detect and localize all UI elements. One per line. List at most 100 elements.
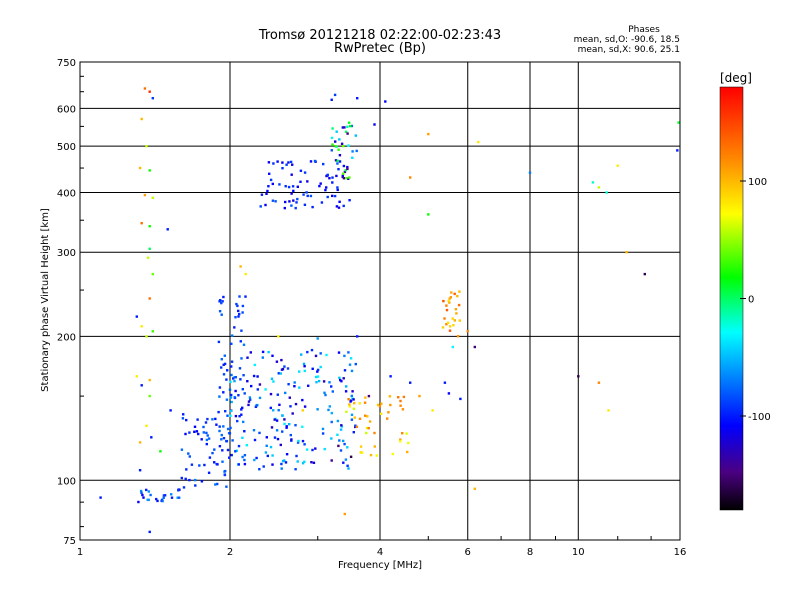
data-point xyxy=(207,437,211,440)
data-point xyxy=(459,397,462,401)
data-point xyxy=(452,324,455,327)
data-point xyxy=(151,272,154,276)
data-point xyxy=(311,367,314,370)
data-point xyxy=(303,369,306,373)
data-point xyxy=(264,203,267,207)
data-point xyxy=(359,451,362,454)
chart-subtitle: RwPretec (Bp) xyxy=(334,41,426,56)
data-point xyxy=(643,272,646,276)
data-point xyxy=(252,374,256,378)
data-point xyxy=(336,186,339,189)
data-point xyxy=(455,312,458,315)
data-point xyxy=(140,384,143,387)
data-point xyxy=(148,297,151,300)
data-point xyxy=(262,465,265,468)
data-point xyxy=(169,409,172,412)
data-point xyxy=(290,438,293,441)
data-point xyxy=(244,272,247,276)
data-point xyxy=(330,420,333,424)
data-point xyxy=(213,448,216,451)
data-point xyxy=(375,454,378,457)
data-point xyxy=(345,410,348,413)
data-point xyxy=(331,127,334,130)
data-point xyxy=(446,321,450,324)
data-point xyxy=(218,425,221,428)
data-point xyxy=(336,188,339,192)
data-point xyxy=(285,425,288,428)
data-point xyxy=(342,144,345,148)
data-point xyxy=(334,140,337,143)
data-point xyxy=(406,450,409,454)
data-point xyxy=(264,451,268,454)
data-point xyxy=(346,125,349,129)
data-point xyxy=(291,185,295,188)
data-point xyxy=(331,176,334,179)
data-point xyxy=(221,460,224,463)
data-point xyxy=(253,363,256,367)
x-tick-label: 10 xyxy=(572,547,585,558)
data-point xyxy=(373,123,376,126)
data-point xyxy=(292,189,295,193)
data-point xyxy=(233,326,236,329)
data-point xyxy=(228,388,232,391)
data-point xyxy=(338,376,341,379)
data-point xyxy=(343,512,346,516)
data-point xyxy=(333,93,337,97)
data-point xyxy=(242,420,245,424)
data-point xyxy=(441,326,445,329)
data-point xyxy=(316,370,319,373)
data-point xyxy=(295,454,298,458)
data-point xyxy=(354,425,357,429)
data-point xyxy=(181,417,185,420)
data-point xyxy=(286,367,290,370)
data-point xyxy=(322,162,325,166)
data-point xyxy=(309,160,313,163)
data-point xyxy=(249,351,252,354)
data-point xyxy=(234,414,238,418)
data-point xyxy=(193,430,196,433)
data-point xyxy=(338,200,341,203)
data-point xyxy=(330,136,334,140)
data-point xyxy=(278,183,281,186)
data-point xyxy=(405,432,408,435)
data-point xyxy=(616,164,619,167)
data-point xyxy=(215,423,218,426)
data-point xyxy=(194,478,197,482)
data-points xyxy=(99,87,680,534)
data-point xyxy=(292,199,295,202)
data-point xyxy=(222,391,225,394)
data-point xyxy=(255,404,258,407)
data-point xyxy=(326,173,329,177)
data-point xyxy=(256,388,259,391)
data-point xyxy=(185,468,188,471)
data-point xyxy=(235,302,238,306)
data-point xyxy=(283,206,286,210)
data-point xyxy=(316,337,319,340)
data-point xyxy=(346,464,349,467)
data-point xyxy=(328,405,331,408)
data-point xyxy=(306,180,309,183)
data-point xyxy=(140,117,143,121)
data-point xyxy=(213,461,216,464)
data-point xyxy=(281,430,284,433)
data-point xyxy=(358,417,362,420)
data-point xyxy=(205,431,208,435)
data-point xyxy=(448,329,452,332)
data-point xyxy=(293,381,296,384)
data-point xyxy=(145,145,148,148)
data-point xyxy=(281,167,284,170)
data-point xyxy=(208,456,212,459)
data-point xyxy=(302,193,305,196)
data-point xyxy=(296,460,299,463)
data-point xyxy=(269,178,273,182)
data-point xyxy=(241,304,245,308)
data-point xyxy=(313,159,317,163)
data-point xyxy=(265,444,268,447)
data-point xyxy=(376,403,380,407)
data-point xyxy=(324,393,327,397)
data-point xyxy=(246,356,249,359)
data-point xyxy=(290,204,293,207)
data-point xyxy=(289,160,293,164)
data-point xyxy=(331,181,334,184)
data-point xyxy=(267,185,270,188)
